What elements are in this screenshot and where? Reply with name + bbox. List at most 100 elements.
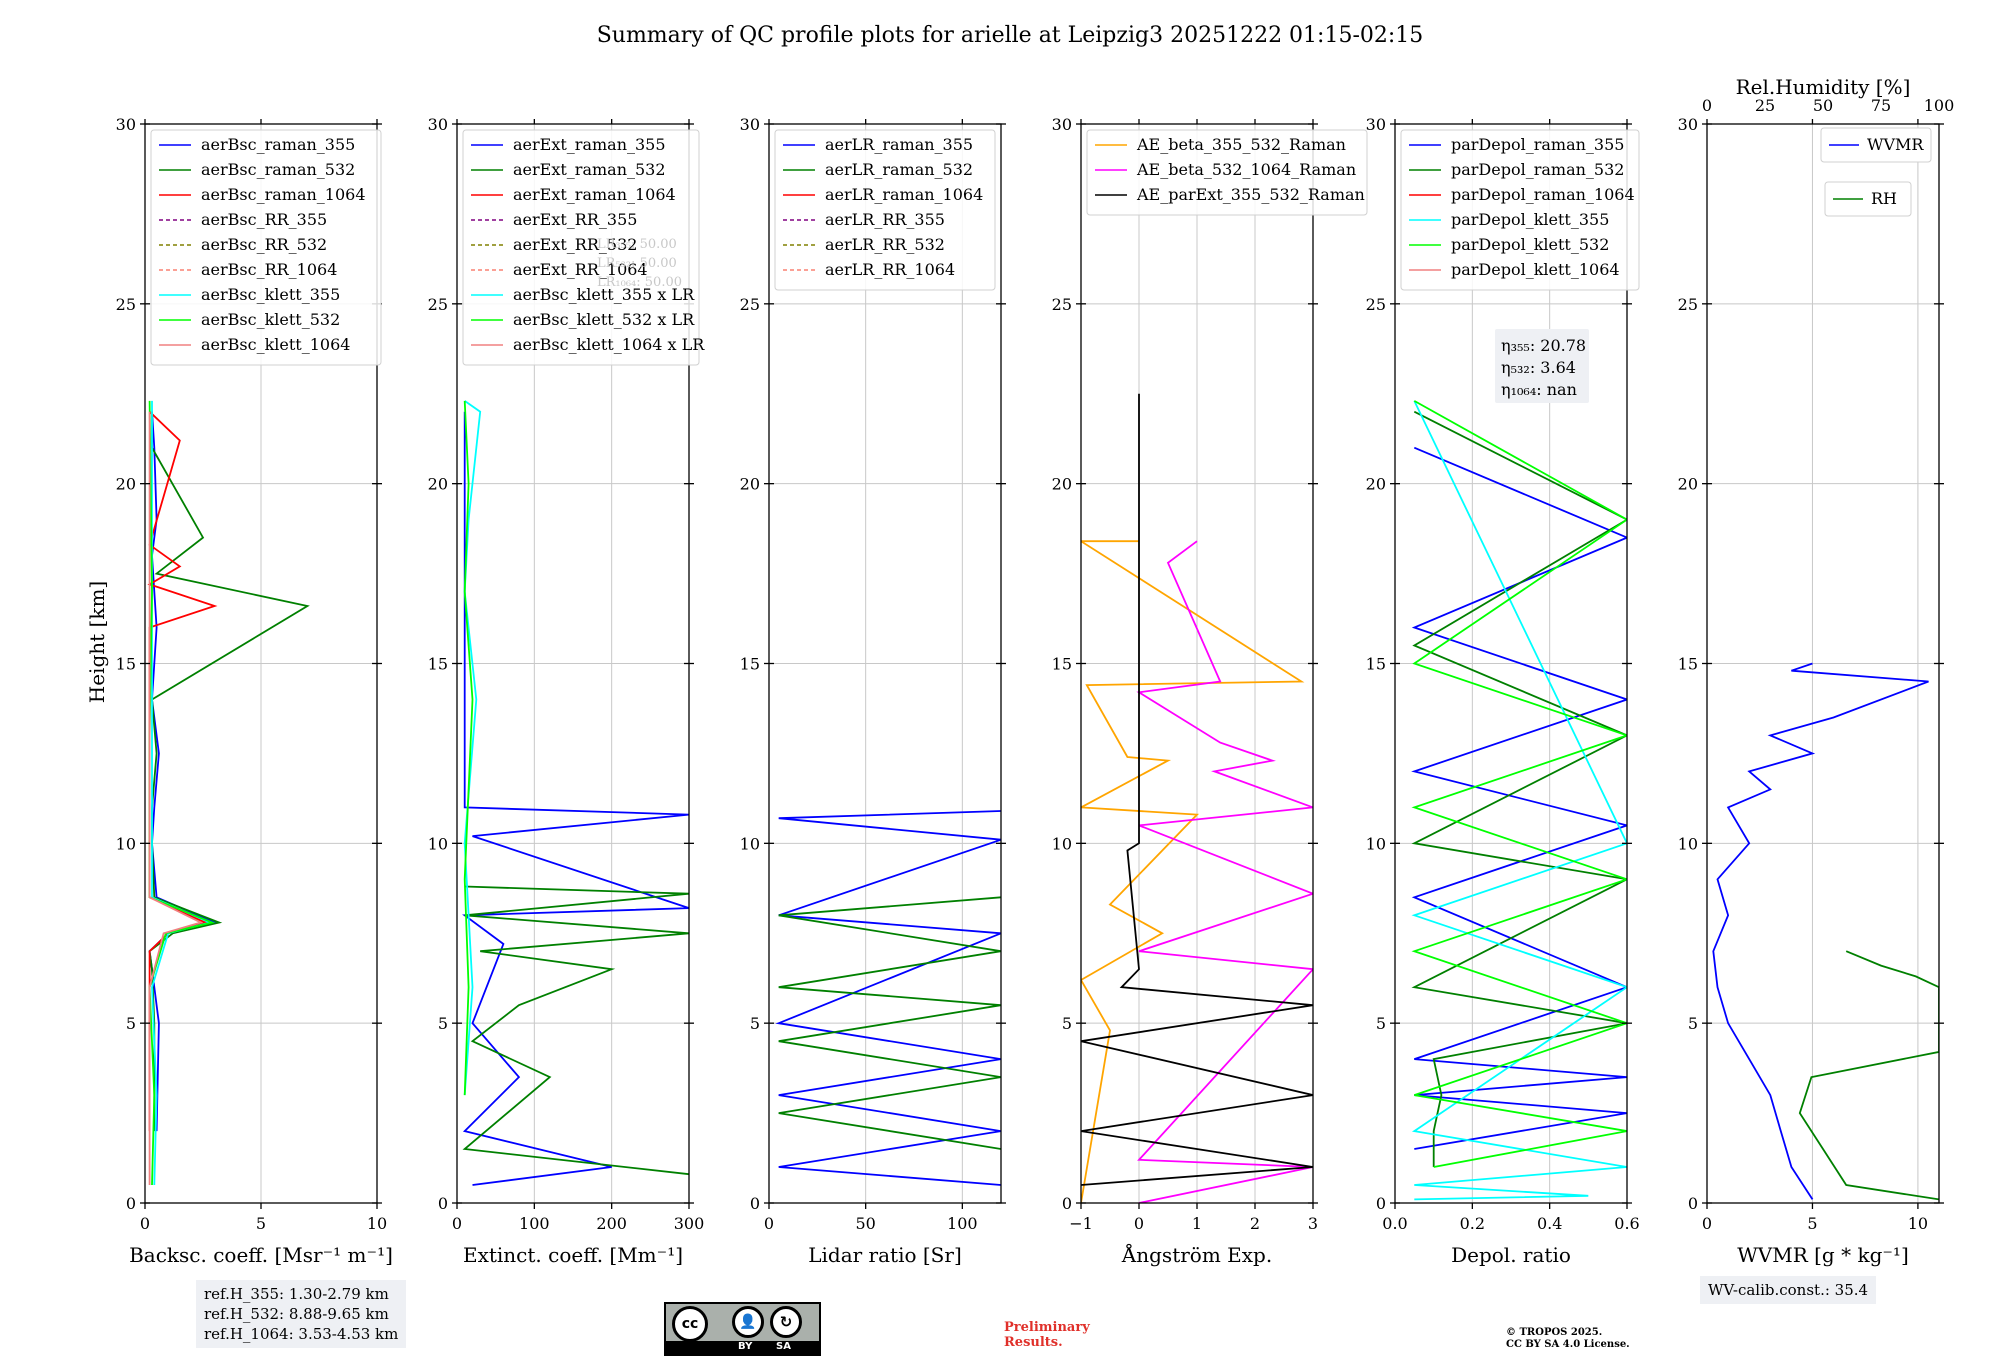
legend-entry: aerBsc_RR_1064 — [201, 260, 337, 279]
y-tick-label: 25 — [1052, 295, 1072, 314]
eta-annotation: η₃₅₅: 20.78 — [1501, 336, 1586, 355]
y-tick-label: 0 — [126, 1194, 136, 1213]
series-line-pardepol-klett-355 — [1411, 400, 1627, 1201]
legend-entry: RH — [1871, 189, 1897, 208]
x-tick-label: 5 — [256, 1214, 266, 1233]
lr-annotation: LR₃₅₅: 50.00 — [597, 237, 677, 252]
eta-box — [1495, 329, 1589, 403]
series-line-aerext-raman-355 — [462, 411, 689, 1186]
y-tick-label: 5 — [126, 1014, 136, 1033]
panel-backscatter: 0 5 10 15 20 25 30 0 5 10 Backsc. coeff. [Msr⁻¹ m⁻… — [116, 115, 393, 1267]
series-line-aerbsc-klett-532-x-lr — [463, 400, 474, 1096]
legend-rh: RH — [1824, 181, 1912, 217]
copyright-line-2: CC BY SA 4.0 License. — [1506, 1339, 1630, 1350]
y-tick-label: 25 — [428, 295, 448, 314]
y-tick-label: 0 — [1688, 1194, 1698, 1213]
x-tick-label: 0 — [764, 1214, 774, 1233]
cc-by-label: BY — [738, 1341, 753, 1352]
legend-entry: aerBsc_klett_532 — [201, 310, 340, 329]
series-group — [462, 400, 689, 1186]
copyright-line-1: © TROPOS 2025. — [1506, 1327, 1603, 1338]
y-tick-label: 10 — [428, 834, 448, 853]
top-axis-label: Rel.Humidity [%] — [1736, 75, 1911, 99]
y-tick-label: 15 — [1678, 655, 1698, 674]
legend-entry: aerExt_RR_355 — [513, 210, 637, 229]
y-tick-label: 15 — [1366, 655, 1386, 674]
series-line-aerbsc-klett-355 — [151, 400, 213, 1186]
x-tick-label: 3 — [1308, 1214, 1318, 1233]
legend-entry: aerExt_raman_1064 — [513, 185, 676, 204]
legend-entry: aerExt_RR_1064 — [513, 260, 648, 279]
legend-entry: aerLR_RR_532 — [825, 235, 945, 254]
legend-entry: parDepol_raman_532 — [1451, 160, 1624, 179]
x-axis-label: Ångström Exp. — [1121, 1242, 1272, 1267]
y-tick-label: 25 — [1678, 295, 1698, 314]
top-tick-label: 0 — [1702, 96, 1712, 115]
legend-entry: aerBsc_raman_355 — [201, 135, 355, 154]
legend-entry: aerBsc_raman_532 — [201, 160, 355, 179]
panel-depol: 0 5 10 15 20 25 30 0.0 0.2 0.4 0.6 Depol. ratio parD… — [1366, 115, 1640, 1267]
top-tick-label: 25 — [1755, 96, 1775, 115]
y-tick-label: 30 — [740, 115, 760, 134]
y-tick-label: 0 — [438, 1194, 448, 1213]
y-tick-label: 30 — [1052, 115, 1072, 134]
preliminary-results: Preliminary Results. — [1004, 1320, 1090, 1350]
legend-entry: aerBsc_klett_355 x LR — [513, 285, 695, 304]
legend-wvmr: WVMR — [1820, 127, 1932, 163]
legend-entry: aerExt_raman_532 — [513, 160, 666, 179]
eta-annotation: η₁₀₆₄: nan — [1501, 380, 1577, 399]
series-line-aerbsc-klett-532 — [148, 400, 216, 1186]
legend-entry: aerBsc_klett_532 x LR — [513, 310, 695, 329]
legend-entry: AE_beta_532_1064_Raman — [1136, 160, 1356, 179]
legend-entry: aerLR_raman_1064 — [825, 185, 983, 204]
ref-h-355: ref.H_355: 1.30-2.79 km — [204, 1285, 389, 1303]
legend-box — [150, 129, 382, 366]
x-tick-label: 300 — [674, 1214, 705, 1233]
x-tick-label: 0 — [1134, 1214, 1144, 1233]
y-tick-label: 30 — [428, 115, 448, 134]
y-tick-label: 5 — [438, 1014, 448, 1033]
series-group — [147, 400, 310, 1186]
x-tick-label: 0 — [452, 1214, 462, 1233]
y-tick-label: 10 — [1366, 834, 1386, 853]
legend-entry: aerBsc_klett_355 — [201, 285, 340, 304]
legend-entry: aerLR_RR_355 — [825, 210, 945, 229]
cc-badge-bar: BY SA — [666, 1341, 819, 1354]
series-line-aerbsc-klett-355-x-lr — [463, 400, 482, 1096]
legend-entry: aerBsc_klett_1064 x LR — [513, 335, 705, 354]
y-tick-label: 20 — [1052, 475, 1072, 494]
x-tick-label: 1 — [1192, 1214, 1202, 1233]
y-tick-label: 20 — [428, 475, 448, 494]
y-tick-label: 5 — [750, 1014, 760, 1033]
x-axis-label: Backsc. coeff. [Msr⁻¹ m⁻¹] — [129, 1243, 393, 1267]
x-tick-label: 0 — [1702, 1214, 1712, 1233]
y-tick-label: 10 — [740, 834, 760, 853]
series-line-ae-beta-532-1064-raman — [1136, 540, 1313, 1203]
legend-box — [774, 129, 996, 291]
top-tick-label: 75 — [1871, 96, 1891, 115]
y-tick-label: 15 — [116, 655, 136, 674]
y-tick-label: 10 — [116, 834, 136, 853]
series-line-pardepol-raman-532 — [1411, 410, 1627, 1167]
legend-entry: parDepol_raman_355 — [1451, 135, 1624, 154]
x-axis-label: WVMR [g * kg⁻¹] — [1737, 1243, 1909, 1267]
series-line-ae-beta-355-532-raman — [1081, 540, 1305, 1203]
x-tick-label: 5 — [1807, 1214, 1817, 1233]
y-tick-label: 25 — [116, 295, 136, 314]
series-line-wvmr — [1712, 662, 1929, 1200]
ref-h-1064: ref.H_1064: 3.53-4.53 km — [204, 1325, 399, 1343]
series-line-aerext-raman-532 — [462, 885, 689, 1176]
legend-entry: parDepol_klett_532 — [1451, 235, 1609, 254]
x-axis-label: Depol. ratio — [1451, 1243, 1571, 1267]
legend-entry: aerBsc_RR_532 — [201, 235, 327, 254]
series-group — [1411, 400, 1627, 1201]
x-tick-label: 200 — [596, 1214, 627, 1233]
eta-annotation: η₅₃₂: 3.64 — [1501, 358, 1576, 377]
x-tick-label: 100 — [947, 1214, 978, 1233]
figure-title: Summary of QC profile plots for arielle … — [597, 23, 1424, 48]
y-tick-label: 25 — [740, 295, 760, 314]
legend-entry: aerExt_raman_355 — [513, 135, 666, 154]
x-tick-label: 0.6 — [1614, 1214, 1639, 1233]
